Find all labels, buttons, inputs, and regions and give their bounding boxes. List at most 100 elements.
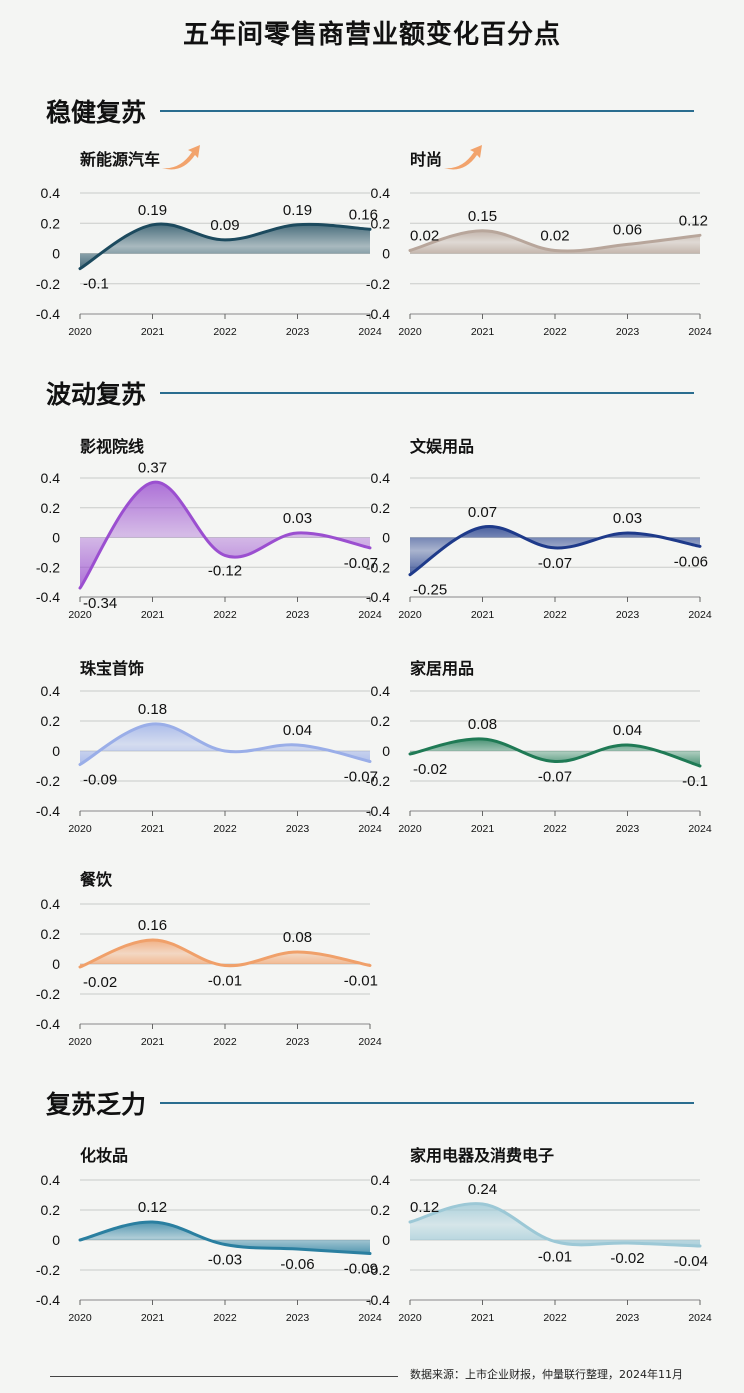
- data-label: 0.03: [283, 510, 312, 527]
- y-tick-label: 0.4: [41, 470, 61, 486]
- x-tick-label: 2020: [68, 609, 92, 621]
- y-tick-label: 0.2: [371, 215, 391, 231]
- y-tick-label: -0.2: [36, 1262, 60, 1278]
- data-label: -0.01: [208, 973, 242, 990]
- series-line: [408, 1202, 702, 1248]
- x-tick-label: 2021: [141, 823, 165, 835]
- chart-title: 新能源汽车: [80, 150, 161, 169]
- x-tick-label: 2022: [213, 823, 237, 835]
- data-label: -0.09: [344, 1261, 378, 1278]
- y-tick-label: 0: [382, 530, 390, 546]
- chart-1: 0.4 0.2 0 -0.2 -0.4 2020 2021 2022 2023 2024 0.02 0…: [366, 185, 712, 338]
- x-tick-label: 2021: [471, 1312, 495, 1324]
- data-source: 数据来源：上市企业财报，仲量联行整理，2024年11月: [410, 1368, 683, 1381]
- y-tick-label: 0: [52, 246, 60, 262]
- y-tick-label: -0.4: [36, 803, 60, 819]
- data-label: 0.37: [138, 459, 167, 476]
- series-line: [78, 222, 372, 271]
- chart-title: 影视院线: [80, 437, 145, 456]
- data-label: -0.07: [538, 555, 572, 572]
- series-area: [80, 1221, 370, 1254]
- data-label: -0.34: [83, 595, 117, 612]
- x-tick-label: 2022: [543, 609, 567, 621]
- y-tick-label: 0.4: [371, 683, 391, 699]
- data-label: 0.02: [410, 227, 439, 244]
- data-label: -0.25: [413, 582, 447, 599]
- y-tick-label: 0.4: [41, 683, 61, 699]
- x-tick-label: 2022: [213, 1312, 237, 1324]
- x-tick-label: 2020: [68, 823, 92, 835]
- chart-7: 0.4 0.2 0 -0.2 -0.4 2020 2021 2022 2023 2024 0.12 -…: [36, 1172, 382, 1324]
- series-line: [408, 229, 702, 253]
- data-label: -0.1: [83, 276, 109, 293]
- data-label: -0.03: [208, 1252, 242, 1269]
- x-tick-label: 2020: [398, 1312, 422, 1324]
- section-label: 稳健复苏: [46, 98, 147, 127]
- chart-title: 餐饮: [80, 870, 113, 889]
- x-tick-label: 2024: [358, 326, 382, 338]
- y-tick-label: 0.2: [41, 1202, 61, 1218]
- data-label: -0.04: [674, 1253, 708, 1270]
- data-label: -0.07: [344, 769, 378, 786]
- series-line: [408, 737, 702, 768]
- data-label: -0.01: [344, 973, 378, 990]
- section-label: 波动复苏: [46, 380, 147, 409]
- data-label: 0.03: [613, 510, 642, 527]
- x-tick-label: 2023: [286, 326, 310, 338]
- y-tick-label: 0.4: [41, 896, 61, 912]
- x-tick-label: 2024: [688, 326, 712, 338]
- x-tick-label: 2022: [543, 1312, 567, 1324]
- x-tick-label: 2021: [471, 609, 495, 621]
- x-tick-label: 2023: [286, 823, 310, 835]
- y-tick-label: -0.2: [366, 276, 390, 292]
- data-label: 0.02: [540, 227, 569, 244]
- section-label: 复苏乏力: [46, 1090, 147, 1119]
- y-tick-label: 0: [52, 1232, 60, 1248]
- data-label: 0.08: [468, 716, 497, 733]
- y-tick-label: 0.2: [41, 926, 61, 942]
- chart-5: 0.4 0.2 0 -0.2 -0.4 2020 2021 2022 2023 2024 -0.02…: [366, 683, 712, 835]
- data-label: 0.06: [613, 221, 642, 238]
- page-title: 五年间零售商营业额变化百分点: [182, 20, 561, 50]
- y-tick-label: 0: [52, 743, 60, 759]
- x-tick-label: 2023: [286, 609, 310, 621]
- data-label: 0.04: [283, 722, 312, 739]
- data-label: 0.18: [138, 701, 167, 718]
- x-tick-label: 2021: [141, 609, 165, 621]
- y-tick-label: 0: [382, 743, 390, 759]
- series-area: [80, 939, 370, 967]
- series-area: [410, 230, 700, 254]
- chart-title: 时尚: [410, 150, 443, 169]
- series-line: [78, 938, 372, 969]
- chart-3: 0.4 0.2 0 -0.2 -0.4 2020 2021 2022 2023 2024 -0.25…: [366, 470, 712, 621]
- x-tick-label: 2021: [471, 326, 495, 338]
- footer-divider: [50, 1376, 398, 1377]
- x-tick-label: 2024: [358, 1312, 382, 1324]
- x-tick-label: 2020: [68, 1036, 92, 1048]
- chart-4: 0.4 0.2 0 -0.2 -0.4 2020 2021 2022 2023 2024 -0.09…: [36, 683, 382, 835]
- y-tick-label: -0.4: [36, 306, 60, 322]
- y-tick-label: -0.4: [36, 589, 60, 605]
- x-tick-label: 2024: [688, 1312, 712, 1324]
- y-tick-label: 0: [52, 956, 60, 972]
- data-label: 0.15: [468, 208, 497, 225]
- data-label: -0.1: [682, 773, 708, 790]
- y-tick-label: -0.2: [36, 773, 60, 789]
- series-line: [408, 524, 702, 577]
- x-tick-label: 2024: [358, 609, 382, 621]
- y-tick-label: 0.2: [41, 713, 61, 729]
- x-tick-label: 2021: [471, 823, 495, 835]
- y-tick-label: 0.2: [371, 1202, 391, 1218]
- data-label: 0.16: [349, 206, 378, 223]
- y-tick-label: 0.4: [371, 185, 391, 201]
- x-tick-label: 2023: [616, 326, 640, 338]
- data-label: -0.01: [538, 1249, 572, 1266]
- x-tick-label: 2023: [616, 823, 640, 835]
- x-tick-label: 2020: [398, 823, 422, 835]
- data-label: -0.07: [344, 555, 378, 572]
- data-label: 0.09: [210, 217, 239, 234]
- chart-title: 文娱用品: [410, 437, 475, 456]
- data-label: 0.16: [138, 917, 167, 934]
- data-label: 0.04: [613, 722, 642, 739]
- chart-title: 家用电器及消费电子: [410, 1146, 555, 1165]
